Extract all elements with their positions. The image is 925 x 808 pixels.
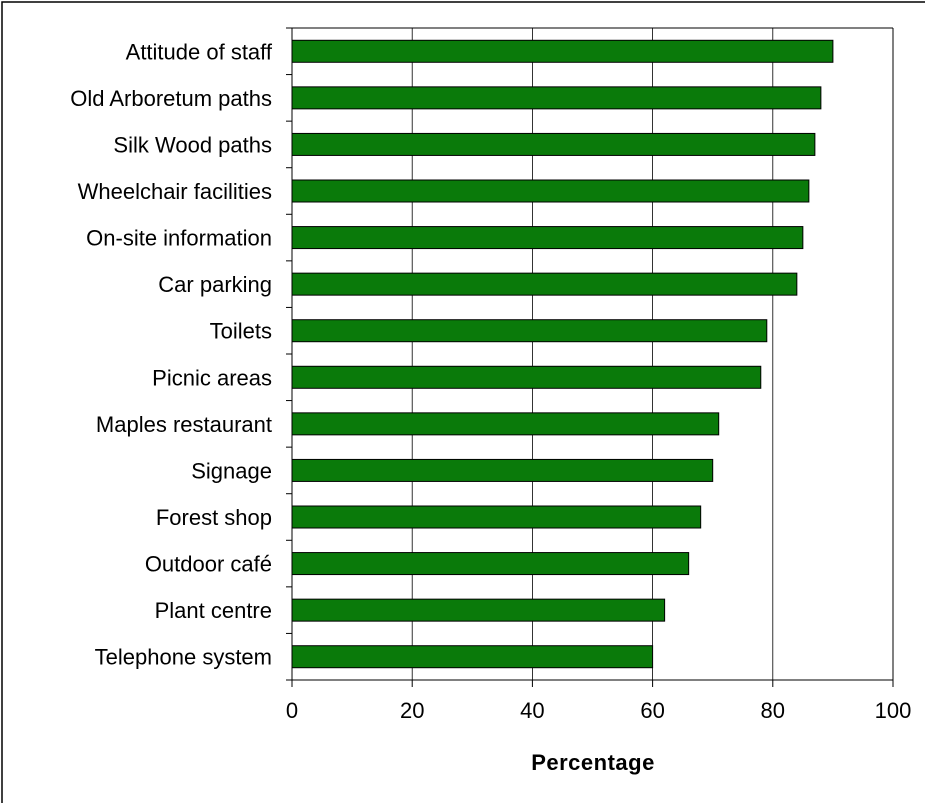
x-tick-label-40: 40 [520, 698, 544, 723]
category-label-0: Attitude of staff [126, 39, 273, 64]
bar-2 [291, 132, 816, 156]
bar-3 [291, 179, 810, 203]
category-label-2: Silk Wood paths [113, 132, 272, 157]
bar-12 [291, 598, 666, 622]
bar-7 [291, 365, 762, 389]
category-label-6: Toilets [210, 319, 272, 344]
category-label-5: Car parking [158, 272, 272, 297]
category-labels: Attitude of staff Old Arboretum paths Silk… [70, 39, 273, 669]
bar-10 [291, 505, 702, 529]
bar-9 [291, 458, 714, 482]
x-tick-label-60: 60 [640, 698, 664, 723]
bar-13 [291, 645, 654, 669]
category-label-13: Telephone system [95, 645, 272, 670]
category-label-7: Picnic areas [152, 365, 272, 390]
x-tick-label-100: 100 [875, 698, 912, 723]
category-label-12: Plant centre [155, 598, 272, 623]
bar-8 [291, 412, 720, 436]
x-tick-labels: 0 20 40 60 80 100 [286, 698, 911, 723]
category-label-4: On-site information [86, 226, 272, 251]
axes [286, 27, 894, 687]
x-tick-label-20: 20 [400, 698, 424, 723]
x-axis-title: Percentage [531, 750, 655, 775]
category-label-9: Signage [191, 458, 272, 483]
category-label-1: Old Arboretum paths [70, 86, 272, 111]
category-label-8: Maples restaurant [96, 412, 272, 437]
category-label-10: Forest shop [156, 505, 272, 530]
bar-11 [291, 552, 690, 576]
category-label-11: Outdoor café [145, 552, 272, 577]
bar-0 [291, 39, 834, 63]
category-label-3: Wheelchair facilities [78, 179, 272, 204]
x-tick-label-0: 0 [286, 698, 298, 723]
bar-1 [291, 86, 822, 110]
bar-5 [291, 272, 798, 296]
x-tick-label-80: 80 [761, 698, 785, 723]
bar-4 [291, 226, 804, 250]
bars [291, 39, 834, 669]
bar-6 [291, 319, 768, 343]
